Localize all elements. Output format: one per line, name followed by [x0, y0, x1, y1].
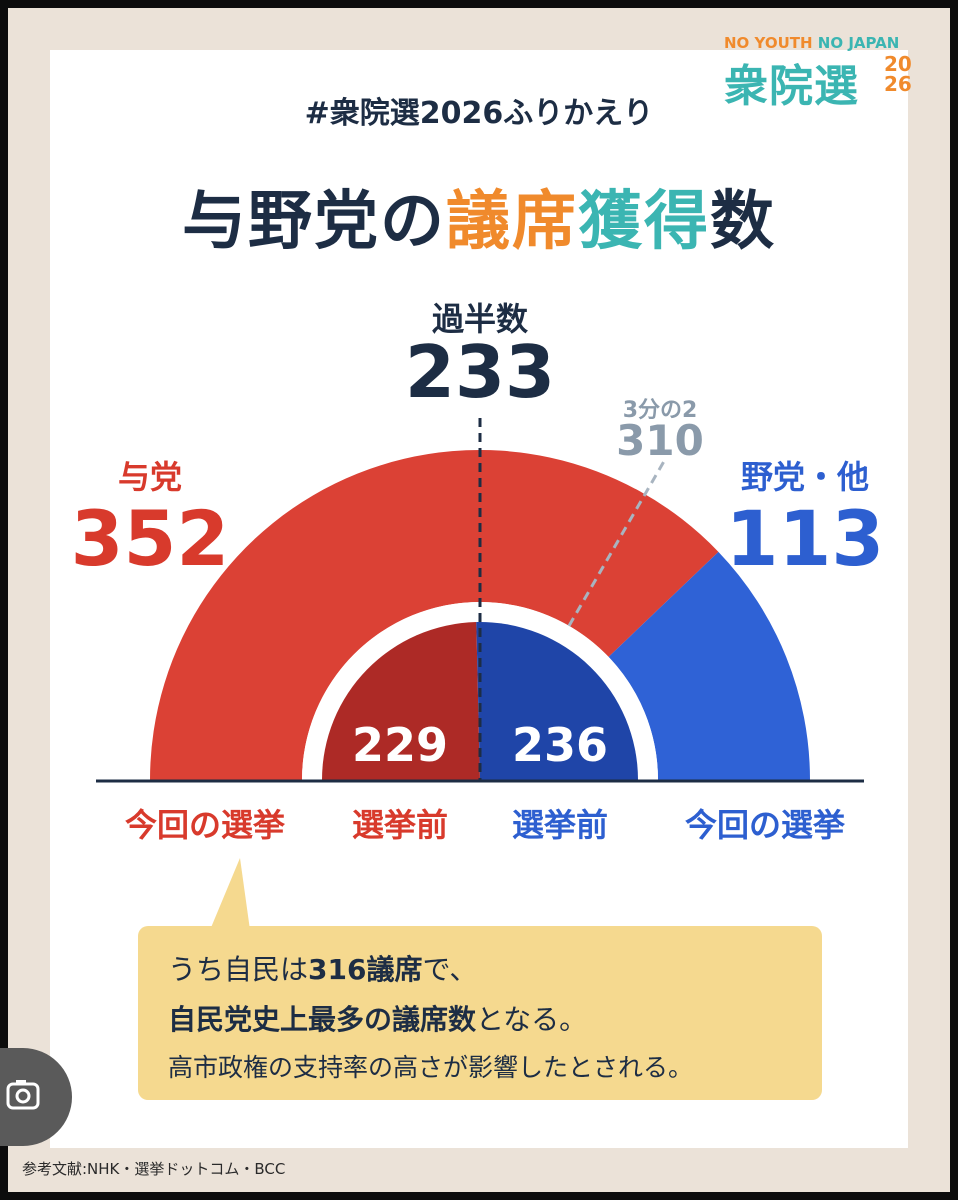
two-thirds-value: 310 — [616, 416, 704, 465]
ring-gap — [302, 602, 658, 780]
inner-opposition-value: 236 — [511, 718, 609, 772]
two-thirds-line — [567, 458, 667, 627]
ruling-value: 352 — [70, 494, 230, 583]
page-title: 与野党の議席獲得数 — [182, 185, 776, 259]
logo-year: 20 26 — [884, 52, 912, 96]
bar-before-opposition — [476, 622, 638, 780]
logo-wordmark: 衆院選 — [724, 61, 859, 112]
opposition-value: 113 — [725, 494, 885, 583]
bottom-label-before-opposition: 選挙前 — [511, 806, 608, 844]
bar-current-ruling — [150, 450, 719, 780]
logo-slogan: NO YOUTH NO JAPAN — [724, 34, 900, 52]
inner-ruling-value: 229 — [351, 718, 449, 772]
ruling-label: 与党 — [117, 458, 182, 496]
bottom-label-current-opposition: 今回の選挙 — [684, 806, 845, 844]
bar-before-ruling — [322, 622, 480, 780]
bottom-label-current-ruling: 今回の選挙 — [124, 806, 285, 844]
source-credit: 参考文献:NHK・選挙ドットコム・BCC — [22, 1160, 286, 1178]
bottom-label-before-ruling: 選挙前 — [351, 806, 448, 844]
logo: NO YOUTH NO JAPAN 衆院選 20 26 — [724, 34, 934, 112]
lens-button[interactable] — [0, 1048, 72, 1146]
majority-label: 過半数 — [431, 300, 528, 338]
hashtag: #衆院選2026ふりかえり — [304, 96, 654, 131]
note-line-3: 高市政権の支持率の高さが影響したとされる。 — [168, 1053, 694, 1082]
note-box: うち自民は316議席で、 自民党史上最多の議席数となる。 高市政権の支持率の高さ… — [138, 926, 822, 1100]
bar-current-opposition — [608, 551, 810, 780]
majority-value: 233 — [404, 330, 556, 414]
note-line-1: うち自民は316議席で、 — [168, 953, 478, 986]
camera-search-icon — [6, 1080, 40, 1110]
opposition-label: 野党・他 — [740, 458, 869, 496]
note-line-2: 自民党史上最多の議席数となる。 — [168, 1003, 588, 1036]
two-thirds-label: 3分の2 — [622, 398, 698, 423]
